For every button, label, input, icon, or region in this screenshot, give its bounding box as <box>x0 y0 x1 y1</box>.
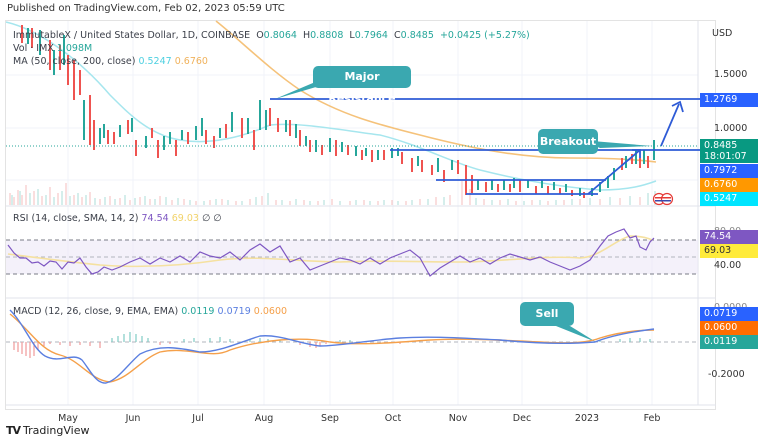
chart-frame[interactable] <box>5 20 716 410</box>
macd-line <box>9 309 655 384</box>
rsi-line <box>7 228 655 277</box>
macd-tag: 0.0719 <box>700 307 758 321</box>
ma200-value: 0.6760 <box>174 56 208 67</box>
rsi-sma-tag: 69.03 <box>700 244 758 258</box>
time-label: Jun <box>125 413 141 424</box>
volume-bars <box>9 181 656 205</box>
ma200-line <box>215 20 657 163</box>
symbol-title: ImmutableX / United States Dollar, 1D, C… <box>13 30 251 41</box>
currency-label: USD <box>712 28 733 39</box>
rsi-value: 74.54 <box>141 213 169 224</box>
last-price-tag: 0.8485 18:01:07 <box>700 139 758 163</box>
ma200-price-tag: 0.6760 <box>700 178 758 192</box>
macd-hist-tag: 0.0119 <box>700 335 758 349</box>
macd-signal-value: 0.0600 <box>253 306 288 317</box>
close-value: 0.8485 <box>400 30 434 41</box>
volume-legend: Vol · IMX 1.098M <box>13 43 93 54</box>
macd-signal-tag: 0.0600 <box>700 321 758 335</box>
open-value: 0.8064 <box>263 30 297 41</box>
rsi-tick: 40.00 <box>714 260 742 271</box>
ma50-price-tag: 0.5247 <box>700 192 758 206</box>
time-label: Aug <box>254 413 274 424</box>
ma50-line <box>5 21 657 191</box>
volume-value: 1.098M <box>56 43 93 54</box>
time-label: Sep <box>321 413 339 424</box>
low-value: 0.7964 <box>354 30 388 41</box>
brand-name: TradingView <box>23 424 90 437</box>
price-tick: 1.0000 <box>714 123 748 134</box>
rsi-tag: 74.54 <box>700 230 758 244</box>
rsi-sma-value: 69.03 <box>171 213 199 224</box>
sell-zone-callout[interactable]: Sell Zone <box>520 302 574 344</box>
projection-arrow <box>660 103 680 147</box>
price-tick: 1.5000 <box>714 69 748 80</box>
rsi-sma-line <box>7 235 653 268</box>
time-label: Jul <box>192 413 204 424</box>
tradingview-brand[interactable]: TV TradingView <box>6 424 90 437</box>
breakout-price-tag: 0.7972 <box>700 164 758 178</box>
breakout-callout[interactable]: Breakout <box>538 129 598 154</box>
price-candles <box>21 25 655 198</box>
high-value: 0.8808 <box>310 30 344 41</box>
macd-tick: -0.2000 <box>708 369 745 380</box>
macd-value: 0.0719 <box>217 306 251 317</box>
macd-histogram <box>13 332 651 358</box>
change-value: +0.0425 (+5.27%) <box>439 30 530 41</box>
resistance-price-tag: 1.2769 <box>700 93 758 107</box>
bar-countdown: 18:01:07 <box>704 151 747 162</box>
time-label: Dec <box>512 413 532 424</box>
symbol-legend: ImmutableX / United States Dollar, 1D, C… <box>13 30 530 41</box>
time-label: Oct <box>384 413 402 424</box>
flag-icon <box>652 192 674 206</box>
ma-legend: MA (50, close, 200, close) 0.5247 0.6760 <box>13 56 208 67</box>
macd-legend: MACD (12, 26, close, 9, EMA, EMA) 0.0119… <box>13 306 288 317</box>
tradingview-logo-icon: TV <box>6 424 21 437</box>
published-note: Published on TradingView.com, Feb 02, 20… <box>7 3 285 14</box>
rsi-legend: RSI (14, close, SMA, 14, 2) 74.54 69.03 … <box>13 213 222 224</box>
macd-hist-value: 0.0119 <box>181 306 215 317</box>
time-label: Nov <box>448 413 468 424</box>
major-resistance-callout[interactable]: Major Resistance <box>313 66 411 105</box>
time-label: 2023 <box>574 413 600 424</box>
ma50-value: 0.5247 <box>138 56 172 67</box>
time-label: May <box>58 413 78 424</box>
time-label: Feb <box>643 413 661 424</box>
